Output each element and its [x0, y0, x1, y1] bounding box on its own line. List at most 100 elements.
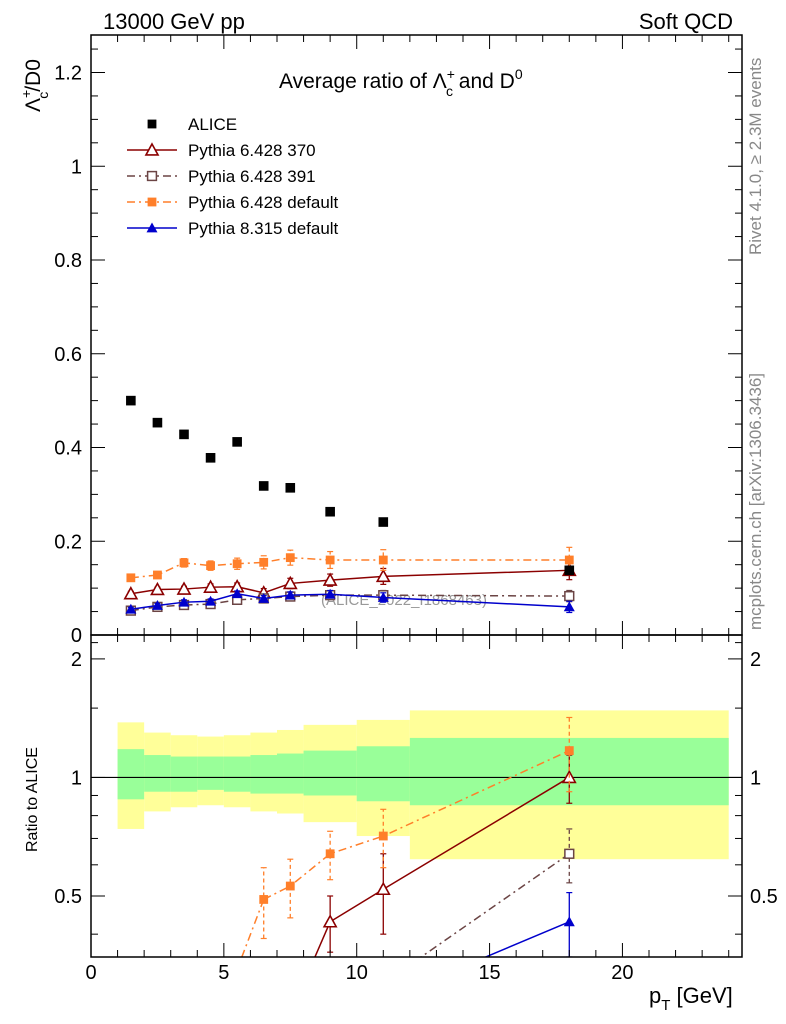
- ratio-series-line-2: [263, 749, 570, 901]
- main-plot-panel: (ALICE_2022_I1868463) 00.20.40.60.811.2 …: [18, 34, 743, 647]
- main-series-point-0-7: [325, 506, 335, 517]
- mcplots-label: mcplots.cern.ch [arXiv:1306.3436]: [746, 373, 765, 630]
- title-prefix: Average ratio of: [279, 70, 433, 93]
- inner-band-7: [303, 750, 357, 796]
- inner-band-3: [197, 756, 224, 790]
- rivet-version-label: Rivet 4.1.0, ≥ 2.3M events: [746, 58, 765, 255]
- main-ytick-label-2: 0.4: [54, 438, 82, 460]
- legend-label-1: Pythia 6.428 370: [188, 141, 316, 160]
- main-ytick-label-1: 0.2: [54, 531, 82, 553]
- main-series-point-1-6: [282, 575, 298, 590]
- ratio-ytick-label-1: 1: [71, 767, 82, 789]
- main-series-point-3-4: [232, 559, 242, 569]
- main-series-point-1-2: [176, 581, 192, 595]
- legend-label-2: Pythia 6.428 391: [188, 167, 316, 186]
- main-series-point-4-3: [205, 595, 217, 606]
- plot-title: Average ratio of Λ+ c and D0: [279, 66, 523, 99]
- main-series-point-0-2: [179, 429, 189, 440]
- legend-label-3: Pythia 6.428 default: [188, 193, 339, 212]
- main-series-point-0-9: [564, 565, 575, 576]
- main-series-point-4-6: [284, 589, 296, 600]
- inner-band-2: [170, 756, 198, 792]
- title-plus: +: [447, 66, 455, 82]
- ylabel-plus: +: [18, 90, 34, 98]
- main-plot-axes: 0 0.2 0.4 0.6 0.8 1 1.2: [54, 35, 742, 647]
- main-series-point-0-4: [232, 437, 242, 447]
- legend: ALICE Pythia 6.428 370 Pythia 6.428 391 Pyt…: [127, 115, 339, 238]
- title-and: and D: [453, 70, 515, 93]
- xlabel-rest: [GeV]: [670, 983, 732, 1008]
- ratio-xtick-label-4: 20: [611, 962, 633, 984]
- main-ytick-label-6: 1.2: [54, 63, 82, 85]
- main-series-point-0-3: [205, 453, 216, 463]
- main-series-point-3-7: [325, 555, 335, 565]
- collision-label: 13000 GeV pp: [103, 9, 245, 34]
- ratio-series-point-1-0: [564, 848, 575, 859]
- main-series-point-4-7: [324, 588, 336, 599]
- main-series-point-3-6: [285, 553, 295, 563]
- main-series-point-0-0: [126, 395, 136, 406]
- ratio-y-axis-label: Ratio to ALICE: [24, 747, 41, 852]
- ratio-ytick-label-2: 2: [71, 649, 82, 671]
- main-series-line-1: [130, 569, 570, 595]
- main-ytick-label-3: 0.6: [54, 344, 82, 366]
- main-ytick-label-0: 0: [71, 625, 82, 647]
- ratio-offscale-line-2: [241, 899, 265, 957]
- main-series-point-4-2: [178, 596, 190, 607]
- ratio-uncertainty-bands: [91, 710, 742, 860]
- main-series-point-3-1: [153, 570, 162, 580]
- main-series-point-0-6: [285, 483, 296, 493]
- main-series-point-0-8: [378, 517, 389, 527]
- ratio-plot-panel: 0.5 0.51 12 20 5 10 15 20 Ratio to ALICE pT [Ge…: [24, 634, 778, 1014]
- inner-band-0: [117, 749, 145, 800]
- legend-marker-0: [147, 119, 157, 129]
- main-ytick-label-4: 0.8: [54, 250, 82, 272]
- xlabel-p: p: [649, 983, 661, 1008]
- main-series-point-1-8: [375, 568, 391, 583]
- ratio-ytick-label-0: 0.5: [54, 886, 82, 908]
- inner-band-8: [356, 746, 410, 802]
- main-series-point-1-7: [322, 572, 338, 586]
- ratio-offscale-line-1: [419, 853, 570, 957]
- ratio-plot-data: [241, 716, 577, 957]
- main-series-point-0-5: [258, 481, 269, 491]
- main-series-line-3: [130, 556, 570, 579]
- ratio-series-point-3-0: [563, 916, 575, 927]
- main-series-point-3-8: [378, 555, 388, 565]
- main-series-point-3-5: [259, 557, 269, 567]
- main-series-point-1-0: [123, 586, 139, 600]
- inner-band-1: [144, 755, 171, 792]
- main-series-point-3-0: [126, 573, 136, 583]
- main-series-point-0-1: [152, 417, 163, 428]
- main-series-point-3-3: [206, 561, 215, 571]
- ratio-series-point-2-1: [285, 881, 295, 891]
- inner-band-6: [277, 753, 304, 794]
- inner-band-4: [223, 756, 251, 792]
- ratio-series-point-2-4: [564, 746, 574, 755]
- ylabel-lambda: Λ: [22, 98, 45, 112]
- main-series-point-4-4: [231, 588, 243, 599]
- ratio-offscale-line-0: [314, 921, 331, 957]
- main-series-point-4-0: [125, 603, 137, 614]
- y-axis-label: Λ+c/D0: [18, 59, 51, 112]
- main-series-point-4-8: [377, 592, 389, 602]
- main-series-point-2-9: [564, 590, 575, 602]
- legend-marker-2: [146, 170, 158, 182]
- main-series-line-4: [130, 592, 570, 610]
- ratio-series-point-0-1: [375, 881, 391, 896]
- ratio-series-point-2-0: [259, 895, 269, 904]
- x-axis-label: pT [GeV]: [649, 983, 733, 1014]
- legend-marker-1: [144, 142, 160, 156]
- main-series-point-4-9: [563, 601, 575, 612]
- ratio-xtick-label-0: 0: [85, 962, 96, 984]
- main-series-point-4-5: [258, 592, 270, 603]
- ylabel-rest: /D0: [22, 59, 45, 92]
- ratio-series-point-2-3: [378, 831, 388, 841]
- main-series-line-2: [130, 594, 570, 612]
- ratio-ytick-label-right-1: 1: [750, 767, 761, 789]
- main-series-point-3-2: [179, 558, 189, 568]
- main-series-point-1-3: [203, 579, 218, 593]
- title-c-sub: c: [446, 83, 453, 99]
- legend-marker-3: [147, 197, 157, 207]
